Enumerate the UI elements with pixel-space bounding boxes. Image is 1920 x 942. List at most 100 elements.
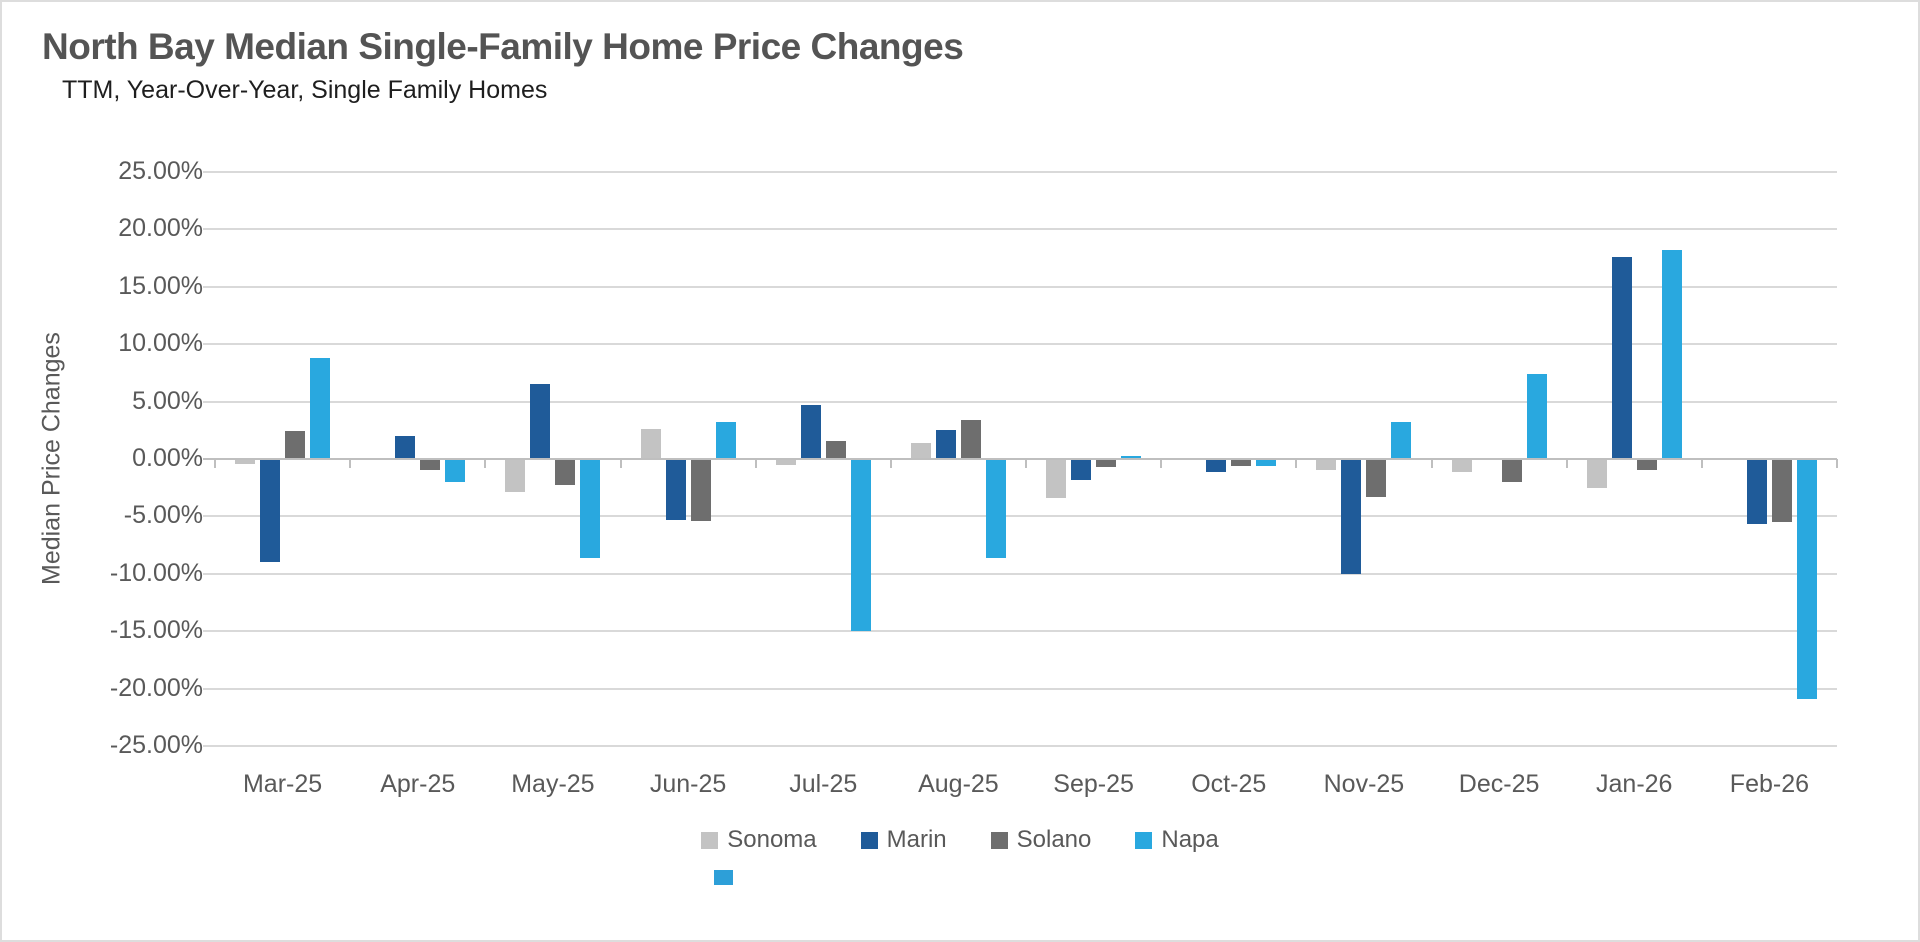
bar-napa-apr-25	[445, 459, 466, 482]
bar-sonoma-nov-25	[1316, 459, 1337, 471]
bar-napa-dec-25	[1526, 374, 1547, 459]
x-tick-label-jan-26: Jan-26	[1596, 770, 1673, 798]
bar-solano-oct-25	[1231, 459, 1252, 466]
bar-sonoma-jan-26	[1586, 459, 1607, 488]
bar-solano-jan-26	[1636, 459, 1657, 471]
legend-item-marin: Marin	[860, 826, 947, 854]
y-tick-label: -15.00%	[109, 616, 203, 645]
bar-napa-jul-25	[850, 459, 871, 632]
x-axis-tick	[1025, 459, 1027, 468]
bar-napa-mar-25	[310, 357, 331, 459]
bar-solano-jun-25	[690, 459, 711, 521]
bar-napa-feb-26	[1796, 459, 1817, 699]
x-axis-tick	[889, 459, 892, 468]
bar-sonoma-jun-25	[640, 429, 661, 459]
bar-sonoma-may-25	[505, 459, 526, 493]
x-tick-label-may-25: May-25	[511, 770, 595, 798]
bar-napa-aug-25	[985, 459, 1006, 558]
bar-sonoma-aug-25	[910, 442, 931, 459]
bar-marin-feb-26	[1746, 459, 1767, 525]
y-tick-label: -10.00%	[109, 558, 203, 587]
y-tick-label: -20.00%	[109, 673, 203, 702]
gridline	[203, 285, 1837, 288]
legend-label: Marin	[886, 826, 947, 853]
bar-marin-jun-25	[665, 459, 686, 520]
x-tick-label-jul-25: Jul-25	[789, 770, 858, 798]
gridline	[203, 630, 1837, 633]
x-axis-tick	[1700, 459, 1703, 468]
bar-solano-jul-25	[825, 440, 846, 459]
x-axis-tick	[484, 459, 487, 468]
bar-solano-sep-25	[1096, 459, 1117, 468]
gridline	[203, 572, 1837, 575]
x-axis-tick	[1295, 459, 1298, 468]
x-axis-tick	[1565, 459, 1568, 468]
y-tick-label: -25.00%	[109, 731, 203, 759]
legend-label: Sonoma	[727, 826, 817, 853]
bar-sonoma-jul-25	[775, 459, 796, 465]
gridline	[203, 745, 1837, 747]
x-axis-tick	[1430, 459, 1433, 468]
x-axis-tick	[349, 459, 352, 468]
legend-item-napa: Napa	[1135, 826, 1219, 854]
x-tick-label-nov-25: Nov-25	[1323, 770, 1405, 798]
legend-swatch-sonoma	[701, 831, 719, 849]
bar-sonoma-dec-25	[1451, 459, 1472, 472]
x-tick-label-oct-25: Oct-25	[1191, 770, 1267, 798]
x-axis-tick	[1160, 459, 1163, 468]
bar-solano-feb-26	[1771, 459, 1792, 523]
legend-swatch-marin	[860, 831, 878, 849]
y-tick-label: 5.00%	[132, 386, 203, 415]
bar-marin-mar-25	[260, 459, 281, 563]
y-tick-label: -5.00%	[123, 501, 203, 530]
y-tick-label: 0.00%	[132, 444, 203, 472]
bar-marin-aug-25	[935, 430, 956, 459]
bar-marin-jan-26	[1611, 256, 1632, 459]
bar-napa-sep-25	[1121, 455, 1142, 459]
bar-solano-dec-25	[1501, 459, 1522, 482]
bar-napa-nov-25	[1391, 422, 1412, 459]
bar-solano-aug-25	[960, 419, 981, 459]
chart-title: North Bay Median Single-Family Home Pric…	[42, 26, 964, 67]
y-tick-label: 20.00%	[118, 214, 203, 243]
x-tick-label-aug-25: Aug-25	[918, 770, 999, 798]
bar-napa-oct-25	[1256, 459, 1277, 466]
x-tick-label-jun-25: Jun-25	[649, 770, 727, 798]
legend-swatch-napa	[1135, 831, 1153, 849]
bar-marin-apr-25	[395, 436, 416, 459]
stray-blue-artifact	[714, 870, 733, 885]
bar-sonoma-mar-25	[235, 459, 256, 464]
bar-marin-sep-25	[1071, 459, 1092, 480]
bar-solano-apr-25	[420, 459, 441, 471]
x-axis-tick	[754, 459, 757, 468]
bar-solano-mar-25	[285, 431, 306, 459]
bar-marin-nov-25	[1341, 459, 1362, 574]
bar-napa-jan-26	[1661, 250, 1682, 459]
x-axis-tick	[214, 459, 216, 468]
gridline	[203, 515, 1837, 518]
x-tick-label-dec-25: Dec-25	[1458, 770, 1540, 798]
y-tick-label: 25.00%	[118, 157, 203, 185]
gridline	[203, 687, 1837, 690]
legend-item-solano: Solano	[990, 826, 1092, 854]
chart-subtitle: TTM, Year-Over-Year, Single Family Homes	[62, 76, 548, 104]
bar-marin-oct-25	[1206, 459, 1227, 472]
bar-solano-may-25	[555, 459, 576, 486]
bar-marin-may-25	[530, 384, 551, 459]
x-tick-label-feb-26: Feb-26	[1729, 770, 1810, 798]
axis-zero-line-top	[203, 458, 1837, 460]
legend: Sonoma Marin Solano Napa	[2, 826, 1918, 854]
legend-label: Solano	[1016, 826, 1092, 853]
bar-marin-jul-25	[800, 405, 821, 459]
y-tick-label: 10.00%	[118, 329, 203, 358]
x-axis-tick	[1836, 459, 1838, 468]
bar-napa-jun-25	[715, 422, 736, 459]
gridline	[203, 400, 1837, 403]
x-tick-label-sep-25: Sep-25	[1053, 770, 1134, 798]
legend-item-sonoma: Sonoma	[701, 826, 817, 854]
bar-sonoma-sep-25	[1046, 459, 1067, 499]
legend-swatch-solano	[990, 831, 1008, 849]
gridline	[203, 228, 1837, 231]
x-axis-tick	[619, 459, 622, 468]
